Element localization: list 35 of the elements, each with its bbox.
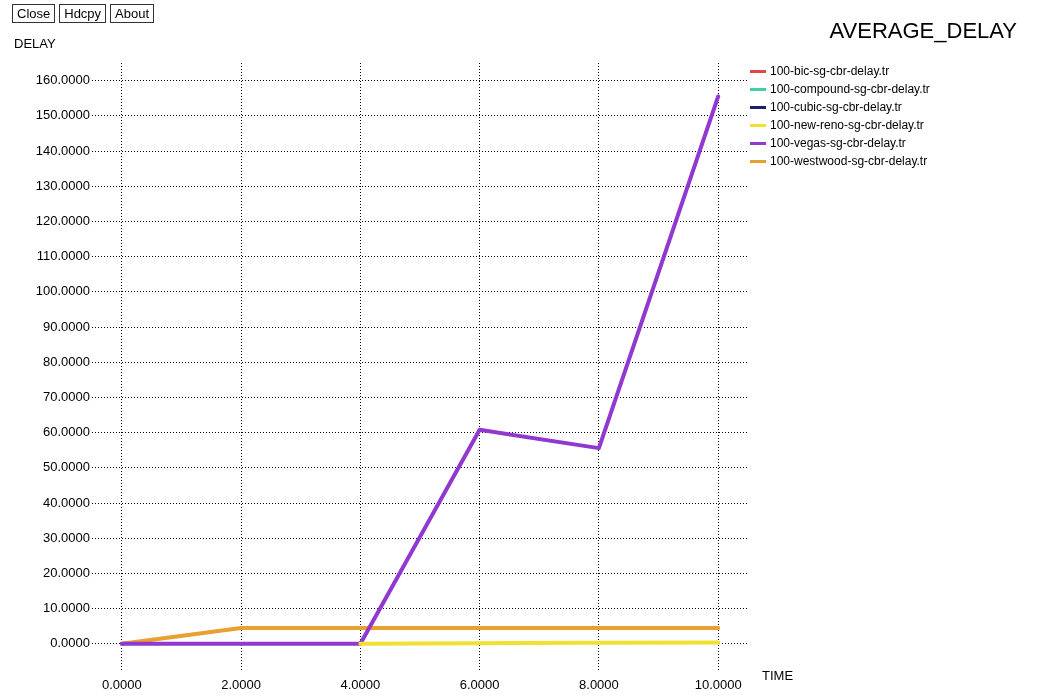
legend-label: 100-new-reno-sg-cbr-delay.tr	[769, 117, 924, 133]
legend-label: 100-bic-sg-cbr-delay.tr	[769, 63, 890, 79]
y-tick-label: 60.0000	[43, 424, 90, 440]
legend-label: 100-compound-sg-cbr-delay.tr	[769, 81, 930, 97]
y-tick-label: 100.0000	[35, 283, 90, 299]
y-tick-label: 110.0000	[36, 248, 90, 264]
x-tick-label: 4.0000	[340, 677, 381, 693]
y-tick-label: 50.0000	[43, 459, 90, 475]
x-axis-title: TIME	[762, 668, 794, 683]
y-tick-label: 150.0000	[35, 107, 90, 123]
legend-label: 100-cubic-sg-cbr-delay.tr	[769, 99, 902, 115]
y-axis-title: DELAY	[14, 36, 56, 51]
toolbar-button: Hdcpy	[59, 4, 107, 23]
text: AVERAGE_DELAY	[829, 18, 1017, 44]
toolbar-button: About	[110, 4, 155, 23]
y-tick-label: 140.0000	[35, 142, 90, 158]
toolbar-button: Close	[12, 4, 56, 23]
x-tick-label: 2.0000	[221, 677, 261, 693]
x-tick-label: 10.0000	[694, 677, 742, 693]
y-tick-label: 40.0000	[43, 494, 90, 510]
x-tick-label: 0.0000	[101, 677, 142, 693]
x-tick-label: 8.0000	[579, 677, 619, 693]
y-tick-label: 120.0000	[35, 212, 90, 228]
y-tick-label: 20.0000	[43, 565, 90, 581]
y-tick-label: 90.0000	[43, 318, 90, 334]
y-tick-label: 70.0000	[43, 389, 90, 404]
y-tick-label: 0.0000	[50, 635, 90, 651]
y-tick-label: 10.0000	[43, 600, 90, 616]
x-tick-label: 6.0000	[459, 677, 500, 693]
legend-label: 100-westwood-sg-cbr-delay.tr	[769, 153, 928, 169]
legend-label: 100-vegas-sg-cbr-delay.tr	[769, 135, 906, 151]
y-tick-label: 30.0000	[43, 529, 90, 545]
y-tick-label: 160.0000	[35, 72, 90, 88]
y-tick-label: 130.0000	[35, 177, 90, 193]
y-tick-label: 80.0000	[43, 353, 90, 369]
